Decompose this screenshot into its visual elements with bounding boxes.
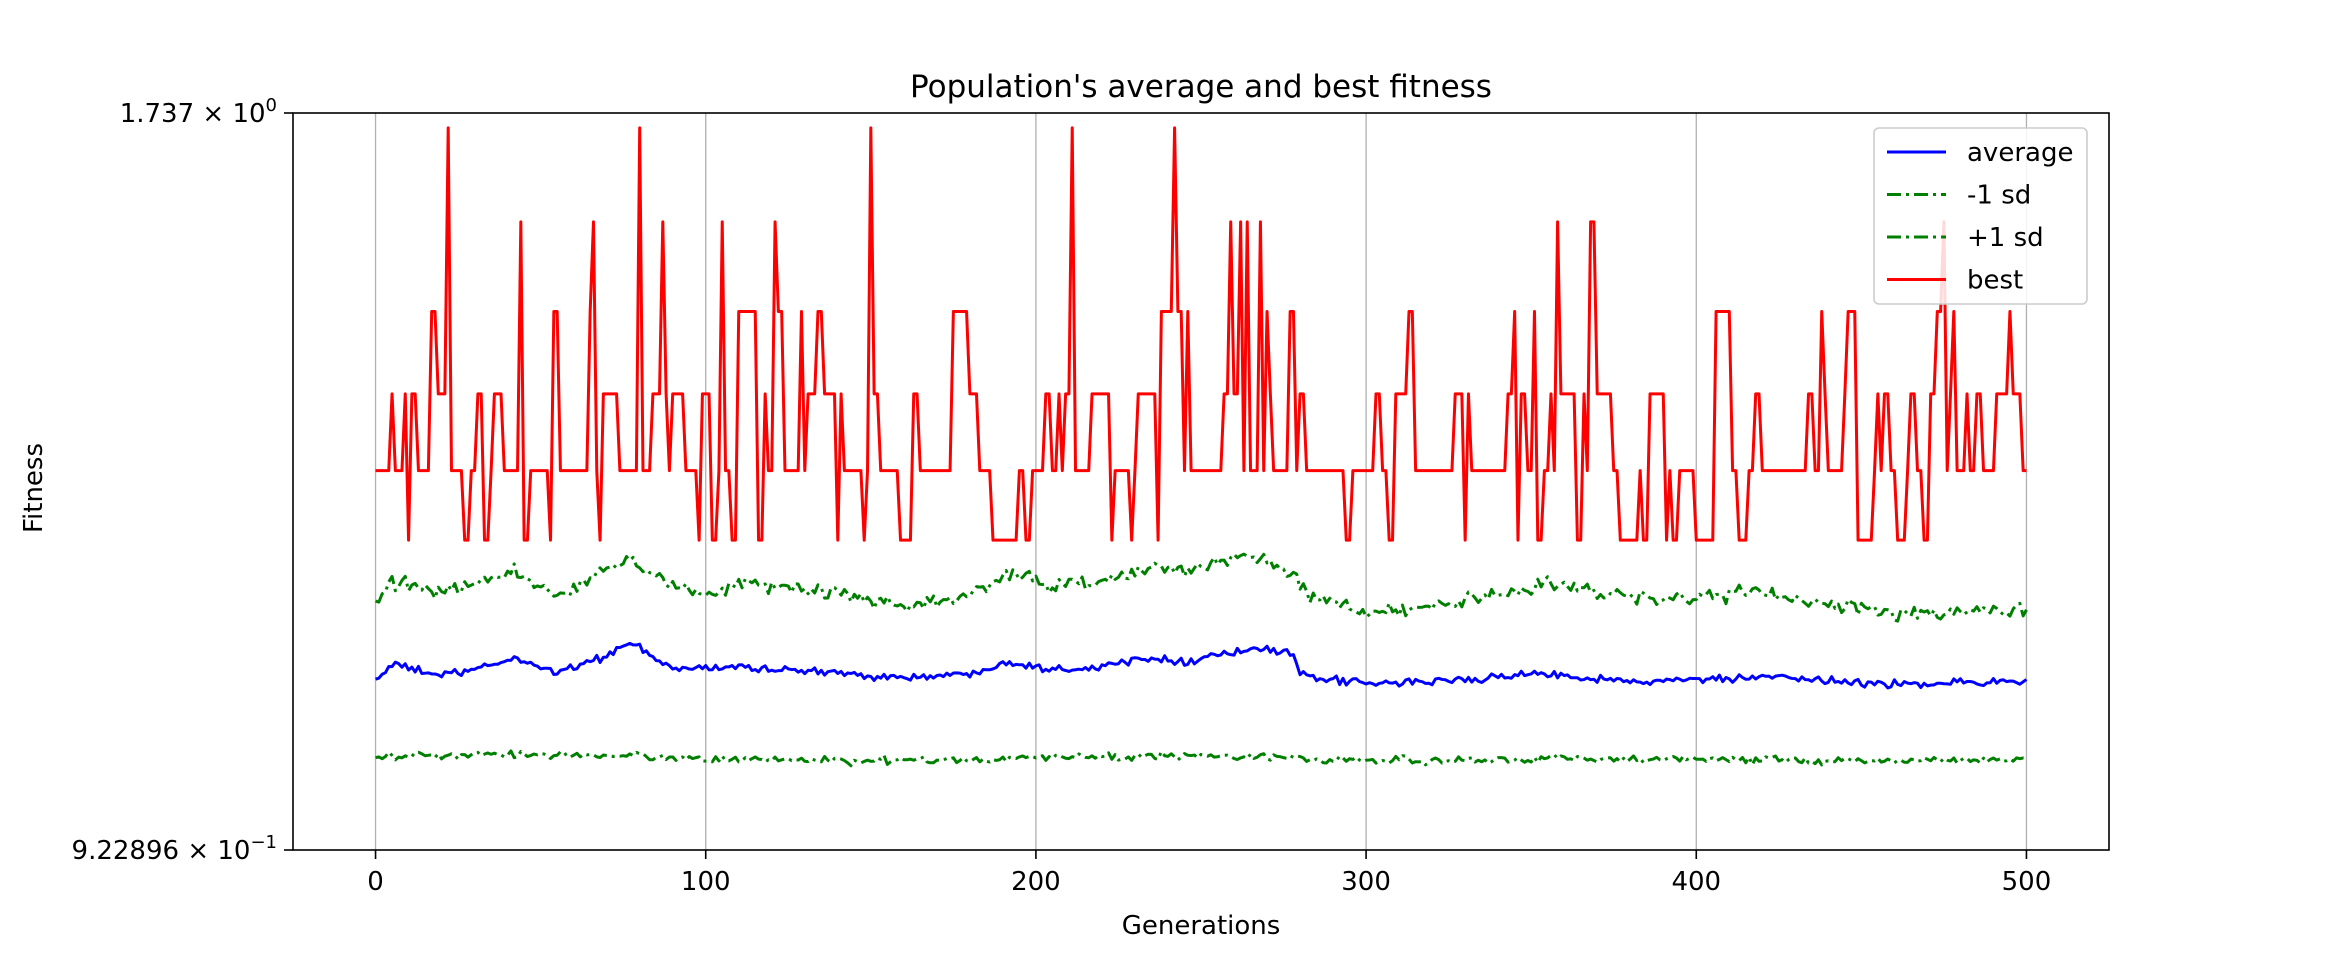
- legend-label: best: [1967, 266, 2023, 296]
- y-axis-label: Fitness: [19, 443, 49, 533]
- plot-frame: [292, 112, 2110, 851]
- legend-label: +1 sd: [1967, 223, 2044, 253]
- x-axis: 0 100 200 300 400 500: [367, 850, 2051, 897]
- chart-title: Population's average and best fitness: [910, 69, 1492, 105]
- x-axis-label: Generations: [1122, 911, 1281, 941]
- x-tick-label: 0: [367, 867, 384, 897]
- legend-box: [1873, 127, 2088, 305]
- y-axis: 1.737 × 100 9.22896 × 10−1: [72, 95, 293, 866]
- series-layer: [375, 126, 2028, 768]
- x-tick-label: 500: [2002, 867, 2052, 897]
- x-tick-label: 300: [1341, 867, 1391, 897]
- y-tick-label: 1.737 × 100: [120, 95, 277, 129]
- series-line-1-sd: [375, 749, 2027, 768]
- x-tick-label: 100: [681, 867, 731, 897]
- legend-label: average: [1967, 138, 2073, 168]
- grid-lines: [374, 113, 2028, 850]
- legend: average -1 sd +1 sd best: [1873, 127, 2088, 305]
- legend-label: -1 sd: [1967, 181, 2031, 211]
- x-tick-label: 200: [1011, 867, 1061, 897]
- x-tick-label: 400: [1671, 867, 1721, 897]
- series-line-best: [375, 126, 2027, 542]
- y-tick-label: 9.22896 × 10−1: [72, 832, 277, 866]
- series-line-1-sd: [375, 552, 2028, 623]
- series-line-average: [375, 641, 2028, 690]
